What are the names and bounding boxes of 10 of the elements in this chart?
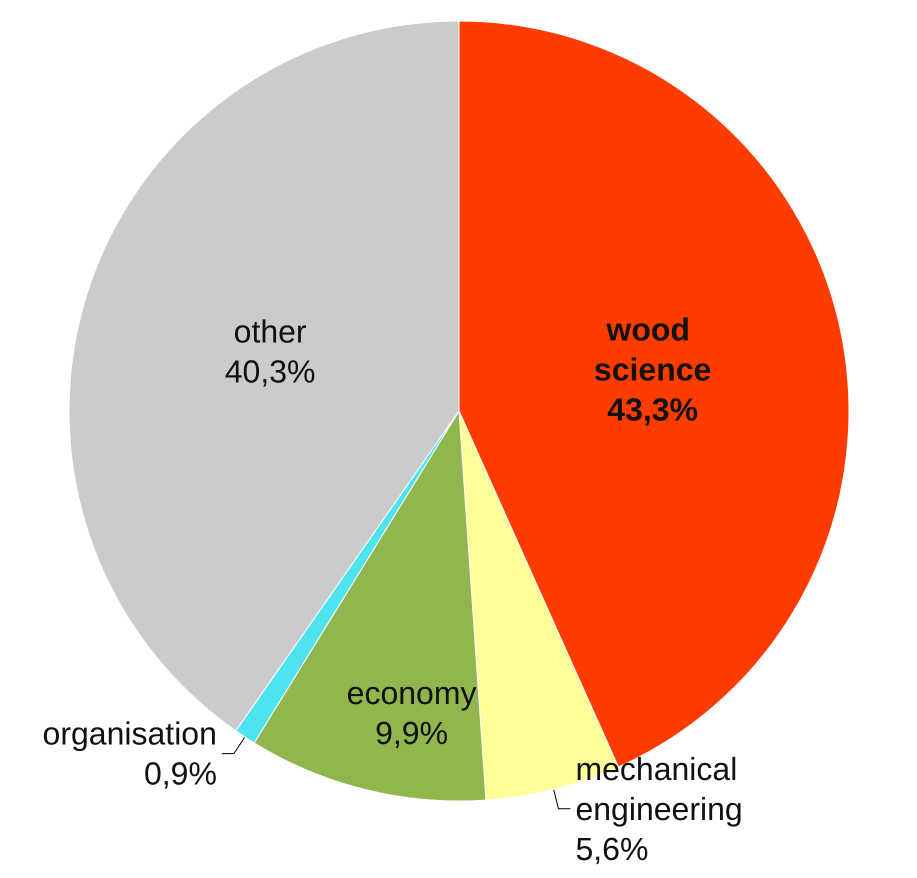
slice-label: economy <box>346 675 476 712</box>
data-label: 43,3% <box>607 392 698 428</box>
slice-label: mechanical engineering <box>575 750 746 827</box>
slice-label: organisation <box>42 716 217 752</box>
data-label: 5,6% <box>575 830 648 867</box>
slice-label: wood science <box>594 312 712 388</box>
slice-label: other <box>234 314 307 350</box>
data-label: 0,9% <box>144 756 217 792</box>
data-label: 9,9% <box>375 715 448 752</box>
data-label: 40,3% <box>224 354 316 390</box>
